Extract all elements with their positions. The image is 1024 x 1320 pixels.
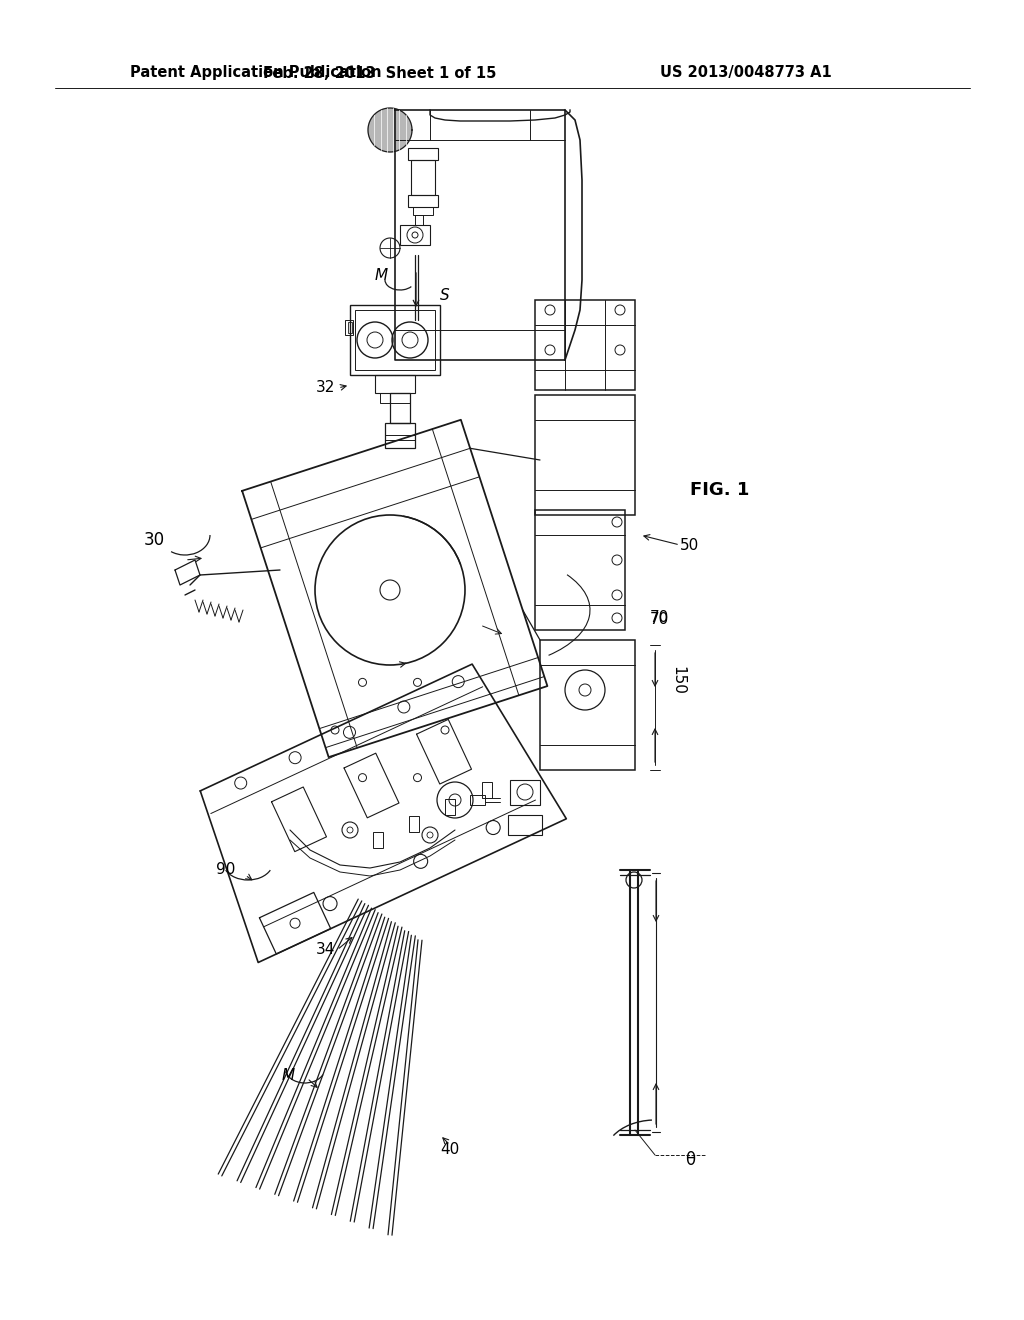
Bar bbox=[373, 833, 383, 849]
Text: 90: 90 bbox=[216, 862, 234, 878]
Text: M: M bbox=[375, 268, 388, 282]
Bar bbox=[535, 300, 635, 389]
Bar bbox=[470, 795, 485, 805]
Text: 70: 70 bbox=[650, 610, 670, 626]
Bar bbox=[408, 195, 438, 207]
Bar bbox=[540, 640, 635, 770]
Text: 30: 30 bbox=[144, 531, 165, 549]
Text: 40: 40 bbox=[440, 1143, 460, 1158]
Bar bbox=[413, 207, 433, 215]
Bar bbox=[348, 322, 352, 333]
Bar bbox=[510, 780, 540, 805]
Bar bbox=[481, 781, 492, 797]
Text: 34: 34 bbox=[315, 942, 335, 957]
Bar bbox=[411, 160, 435, 195]
Bar bbox=[380, 393, 410, 403]
Text: Patent Application Publication: Patent Application Publication bbox=[130, 66, 382, 81]
Text: 50: 50 bbox=[680, 537, 699, 553]
Text: 32: 32 bbox=[315, 380, 335, 396]
Bar bbox=[415, 215, 423, 224]
Text: M: M bbox=[282, 1068, 295, 1082]
Bar bbox=[408, 148, 438, 160]
Text: θ: θ bbox=[685, 1151, 695, 1170]
Bar bbox=[350, 305, 440, 375]
Text: US 2013/0048773 A1: US 2013/0048773 A1 bbox=[660, 66, 831, 81]
Bar bbox=[535, 395, 635, 515]
Bar bbox=[375, 375, 415, 393]
Text: S: S bbox=[440, 288, 450, 302]
Bar bbox=[445, 799, 456, 814]
Polygon shape bbox=[368, 108, 412, 152]
Bar bbox=[410, 816, 419, 832]
Bar bbox=[385, 422, 415, 447]
Bar bbox=[508, 814, 542, 836]
Text: Feb. 28, 2013  Sheet 1 of 15: Feb. 28, 2013 Sheet 1 of 15 bbox=[263, 66, 497, 81]
Bar bbox=[345, 319, 353, 335]
Text: 70: 70 bbox=[650, 612, 670, 627]
Bar bbox=[400, 224, 430, 246]
Bar bbox=[535, 510, 625, 630]
Text: FIG. 1: FIG. 1 bbox=[690, 480, 750, 499]
Bar bbox=[390, 393, 410, 422]
Text: 150: 150 bbox=[670, 665, 685, 694]
Bar bbox=[355, 310, 435, 370]
